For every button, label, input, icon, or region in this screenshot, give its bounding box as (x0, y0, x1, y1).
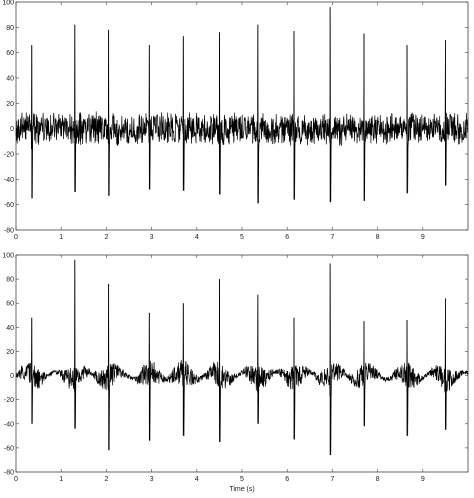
x-tick-label: 8 (376, 476, 380, 483)
x-tick-label: 6 (285, 476, 289, 483)
x-tick-label: 3 (150, 234, 154, 241)
x-tick-label: 6 (285, 234, 289, 241)
y-tick-label: 100 (2, 253, 14, 260)
x-tick-label: 7 (330, 234, 334, 241)
y-tick-label: -40 (4, 177, 14, 184)
signal-line (15, 259, 469, 456)
x-tick-label: 9 (421, 234, 425, 241)
plot-frame (15, 254, 469, 473)
y-tick-label: -80 (4, 470, 14, 477)
x-tick-label: 9 (421, 476, 425, 483)
x-tick-label: 3 (150, 476, 154, 483)
y-tick-label: 60 (6, 50, 14, 57)
y-tick-label: 0 (10, 126, 14, 133)
signal-line (15, 7, 469, 204)
x-tick-label: 7 (330, 476, 334, 483)
chart-panel-1: -80 -60 -40 -20 0 20 40 60 80 100 0 1 2 3 4 5 6 7 8 9 (2, 0, 469, 241)
y-tick-label: 80 (6, 277, 14, 284)
y-tick-label: -80 (4, 228, 14, 235)
y-tick-label: -60 (4, 445, 14, 452)
y-tick-label: 60 (6, 301, 14, 308)
y-tick-label: -20 (4, 397, 14, 404)
x-axis-label: Time (s) (229, 486, 254, 493)
chart-panel-2: -80 -60 -40 -20 0 20 40 60 80 100 0 1 2 3 4 5 6 7 8 9 Time (… (2, 253, 469, 493)
y-tick-label: 0 (10, 373, 14, 380)
y-tick-label: -20 (4, 152, 14, 159)
y-tick-label: 20 (6, 349, 14, 356)
y-tick-label: 40 (6, 76, 14, 83)
x-tick-label: 1 (59, 234, 63, 241)
y-tick-label: -40 (4, 421, 14, 428)
x-tick-label: 8 (376, 234, 380, 241)
x-tick-label: 4 (195, 476, 199, 483)
x-tick-label: 5 (240, 234, 244, 241)
x-tick-label: 2 (104, 476, 108, 483)
y-tick-label: -60 (4, 202, 14, 209)
x-tick-label: 0 (14, 234, 18, 241)
y-tick-label: 80 (6, 25, 14, 32)
x-tick-label: 1 (59, 476, 63, 483)
x-tick-label: 4 (195, 234, 199, 241)
x-tick-label: 5 (240, 476, 244, 483)
x-tick-label: 0 (14, 476, 18, 483)
x-tick-label: 2 (104, 234, 108, 241)
y-tick-label: 40 (6, 325, 14, 332)
y-tick-label: 20 (6, 101, 14, 108)
y-tick-label: 100 (2, 0, 14, 7)
